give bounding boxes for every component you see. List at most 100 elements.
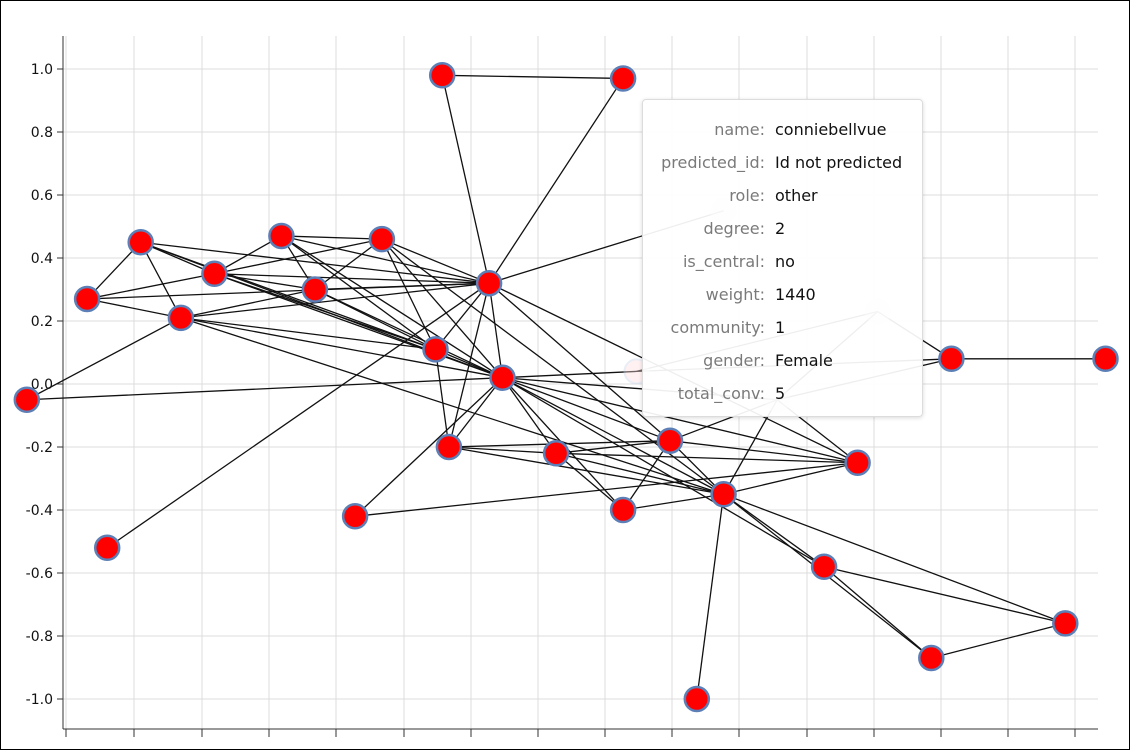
graph-edge — [488, 283, 504, 378]
graph-edge — [281, 235, 490, 284]
graph-node[interactable] — [341, 503, 369, 530]
graph-edge — [26, 377, 503, 401]
graph-edge — [180, 317, 436, 350]
graph-node[interactable] — [167, 304, 195, 332]
graph-node[interactable] — [201, 260, 228, 287]
tooltip-value: conniebellvue — [775, 120, 887, 139]
graph-edge — [669, 440, 858, 464]
graph-edge — [140, 241, 182, 319]
graph-edge — [214, 273, 436, 350]
graph-node[interactable] — [127, 229, 154, 256]
graph-edge — [355, 462, 858, 517]
graph-edge — [723, 462, 858, 495]
graph-edge — [502, 377, 671, 442]
tooltip-value: other — [775, 186, 818, 205]
graph-edge — [214, 273, 316, 291]
graph-edge — [106, 282, 490, 549]
graph-edge — [442, 74, 624, 80]
graph-node[interactable] — [710, 481, 737, 508]
graph-node[interactable] — [435, 433, 463, 461]
graph-edge — [502, 370, 637, 379]
graph-node[interactable] — [938, 345, 965, 373]
graph-edge — [26, 317, 182, 401]
graph-edge — [214, 273, 490, 284]
graph-edge — [180, 317, 503, 379]
graph-node[interactable] — [844, 449, 871, 476]
graph-node[interactable] — [475, 269, 503, 297]
graph-edge — [314, 282, 490, 291]
graph-node[interactable] — [489, 364, 516, 391]
graph-edge — [556, 440, 671, 454]
graph-edge — [381, 238, 490, 284]
graph-node[interactable] — [656, 427, 684, 454]
graph-edge — [556, 452, 858, 464]
graph-node[interactable] — [1052, 610, 1079, 637]
y-tick-label: -0.4 — [26, 503, 53, 519]
y-tick-label: 0.8 — [31, 125, 53, 141]
graph-edge — [180, 282, 490, 319]
y-tick-label: 0.2 — [31, 314, 53, 330]
tooltip-value: 5 — [775, 384, 786, 403]
graph-edge — [448, 446, 557, 454]
tooltip-value: 1 — [775, 318, 786, 337]
graph-edge — [555, 452, 624, 511]
tooltip-key: is_central: — [682, 252, 765, 271]
graph-edge — [180, 288, 316, 319]
tooltip-key: community: — [670, 318, 765, 337]
graph-node[interactable] — [73, 285, 101, 313]
node-tooltip: name: conniebellvue predicted_id: Id not… — [642, 99, 923, 417]
graph-edge — [180, 317, 724, 495]
graph-node[interactable] — [810, 553, 838, 580]
graph-node[interactable] — [609, 65, 637, 92]
tooltip-key: name: — [714, 120, 765, 139]
graph-edge — [555, 452, 724, 495]
graph-edge — [723, 493, 1066, 625]
graph-edge — [314, 288, 503, 379]
graph-node[interactable] — [918, 644, 945, 672]
y-tick-label: 0.6 — [31, 188, 53, 204]
graph-edge — [488, 282, 671, 442]
grid-lines — [63, 36, 1098, 729]
graph-node[interactable] — [422, 336, 449, 363]
graph-node[interactable] — [683, 685, 711, 713]
graph-edge — [281, 235, 436, 350]
graph-node[interactable] — [301, 276, 329, 303]
tooltip-key: degree: — [703, 219, 765, 238]
tooltip-value: no — [775, 252, 795, 271]
graph-node[interactable] — [93, 534, 121, 562]
tooltip-row-name: name: conniebellvue — [643, 120, 922, 140]
tooltip-row-is-central: is_central: no — [643, 252, 922, 272]
graph-edge — [214, 273, 503, 379]
y-tick-label: -0.8 — [26, 629, 53, 645]
graph-node[interactable] — [542, 440, 570, 467]
tooltip-value: Id not predicted — [775, 153, 903, 172]
graph-node[interactable] — [428, 62, 456, 89]
graph-edge — [823, 566, 1066, 625]
tooltip-row-community: community: 1 — [643, 318, 922, 338]
graph-edge — [622, 493, 724, 511]
y-tick-label: -0.2 — [26, 440, 53, 456]
graph-node[interactable] — [268, 222, 295, 250]
graph-edge — [931, 622, 1066, 659]
y-tick-label: 1.0 — [31, 62, 53, 78]
graph-edge — [86, 298, 182, 319]
graph-edge — [448, 283, 490, 448]
graph-node[interactable] — [1092, 345, 1119, 373]
node-layer[interactable] — [13, 62, 1119, 713]
graph-edge — [448, 377, 504, 448]
graph-node[interactable] — [368, 225, 396, 253]
tooltip-key: gender: — [703, 351, 765, 370]
graph-edge — [488, 78, 624, 284]
tooltip-row-weight: weight: 1440 — [643, 285, 922, 305]
graph-node[interactable] — [609, 496, 637, 524]
graph-edge — [381, 238, 503, 379]
graph-edge — [441, 75, 490, 284]
tooltip-row-predicted-id: predicted_id: Id not predicted — [643, 153, 922, 173]
graph-edge — [86, 273, 215, 300]
graph-node[interactable] — [13, 386, 41, 413]
tooltip-row-role: role: other — [643, 186, 922, 206]
y-tick-label: -1.0 — [26, 692, 53, 708]
graph-edge — [622, 440, 671, 511]
graph-edge — [502, 377, 724, 495]
